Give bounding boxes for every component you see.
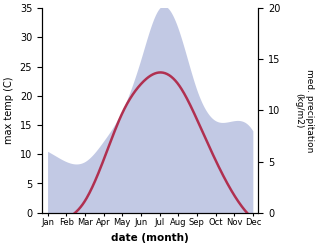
Y-axis label: med. precipitation
(kg/m2): med. precipitation (kg/m2)	[294, 69, 314, 152]
X-axis label: date (month): date (month)	[111, 233, 189, 243]
Y-axis label: max temp (C): max temp (C)	[4, 77, 14, 144]
